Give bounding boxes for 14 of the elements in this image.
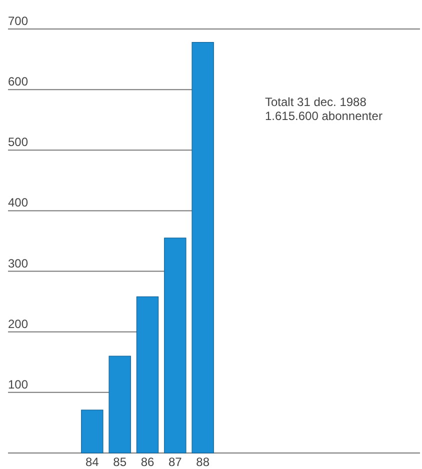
y-tick-label: 500 <box>8 135 28 150</box>
x-tick-label: 87 <box>168 455 182 469</box>
y-tick-label: 700 <box>8 14 28 28</box>
y-tick-label: 300 <box>8 256 28 270</box>
x-tick-label: 85 <box>113 455 127 469</box>
y-tick-label: 200 <box>8 316 28 331</box>
y-tick-label: 600 <box>8 74 28 89</box>
x-tick-label: 86 <box>140 455 154 469</box>
x-tick-label: 84 <box>85 455 100 469</box>
y-tick-label: 400 <box>8 196 28 210</box>
y-tick-label: 100 <box>8 377 28 392</box>
text: 1.615.600 abonnenter <box>265 109 382 123</box>
text: Totalt 31 dec. 1988 <box>265 95 367 109</box>
x-tick-label: 88 <box>196 455 210 469</box>
